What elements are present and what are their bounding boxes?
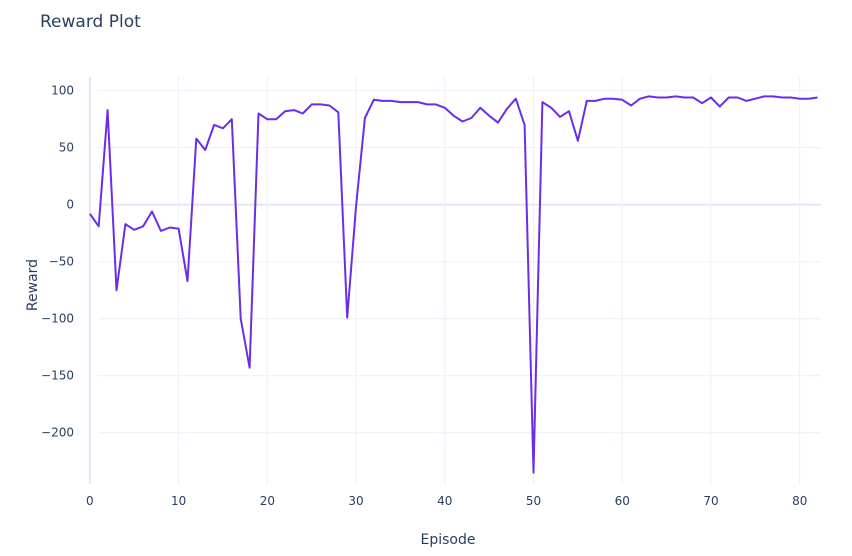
chart-title: Reward Plot — [40, 12, 141, 32]
y-tick-label: 0 — [66, 198, 74, 212]
x-tick-label: 30 — [348, 494, 363, 508]
y-gridlines — [98, 90, 821, 434]
y-tick-label: −150 — [41, 369, 74, 383]
y-axis-title: Reward — [25, 259, 41, 311]
x-gridlines — [88, 77, 801, 484]
x-tick-label: 60 — [615, 494, 630, 508]
x-tick-label: 0 — [86, 494, 94, 508]
x-tick-label: 20 — [260, 494, 275, 508]
x-tick-label: 80 — [792, 494, 807, 508]
y-tick-label: −200 — [41, 426, 74, 440]
x-tick-label: 40 — [437, 494, 452, 508]
y-tick-labels: 100 50 0 −50 −100 −150 −200 — [41, 84, 74, 440]
y-tick-label: −50 — [49, 255, 74, 269]
y-tick-label: 100 — [51, 84, 74, 98]
reward-line — [89, 95, 818, 474]
y-tick-label: 50 — [59, 141, 74, 155]
x-tick-label: 10 — [171, 494, 186, 508]
x-axis-title: Episode — [421, 532, 476, 548]
x-tick-label: 70 — [703, 494, 718, 508]
x-tick-labels: 0 10 20 30 40 50 60 70 80 — [86, 494, 807, 508]
x-tick-label: 50 — [526, 494, 541, 508]
y-tick-label: −100 — [41, 312, 74, 326]
